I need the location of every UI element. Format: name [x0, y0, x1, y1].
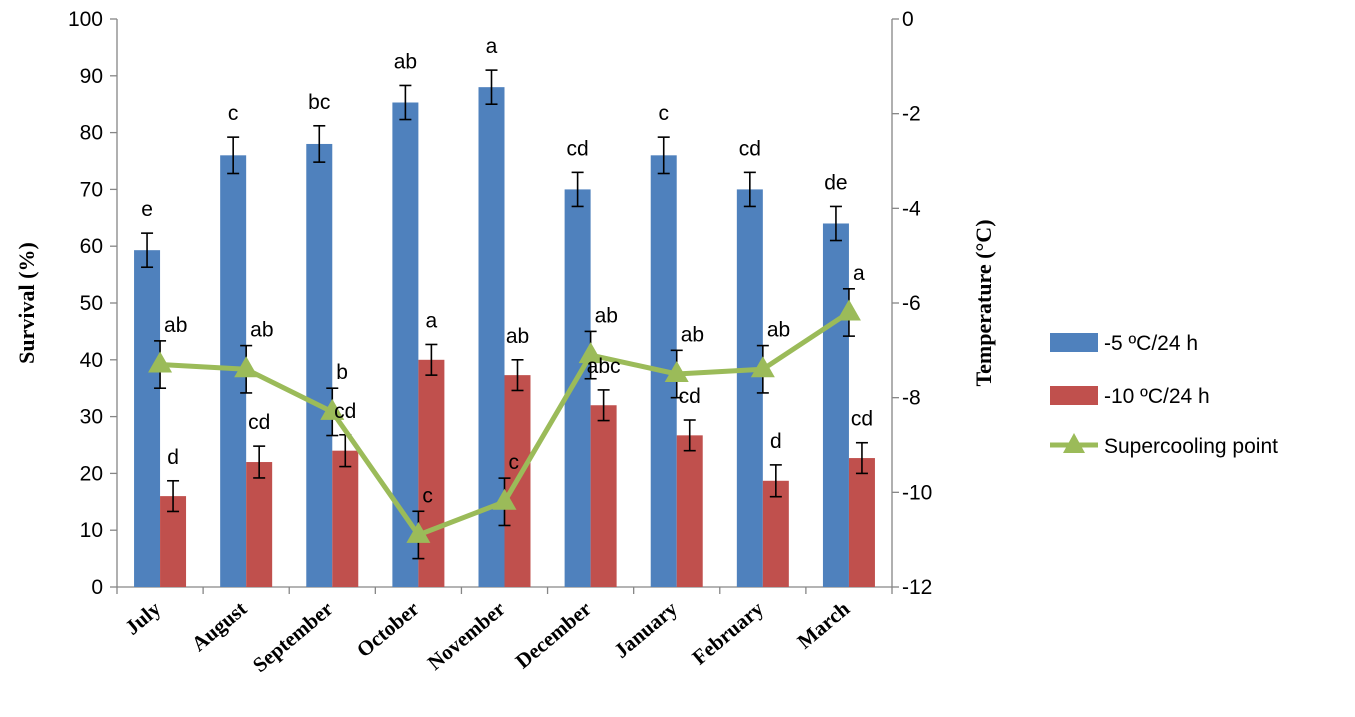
y-tick-label: 0: [91, 576, 103, 599]
significance-letter-series1: e: [141, 198, 153, 221]
legend-swatch-series2: [1050, 386, 1098, 405]
bar-series1: [822, 223, 849, 588]
significance-letter-series1: cd: [567, 137, 589, 160]
y-axis-title: Survival (%): [14, 242, 39, 364]
y-tick-label: 100: [68, 8, 103, 31]
legend-label-series1: -5 ºC/24 h: [1104, 332, 1198, 355]
line-marker-triangle: [148, 351, 173, 373]
significance-letter-line: ab: [681, 323, 704, 346]
line-marker-triangle: [320, 398, 345, 420]
legend-label-series2: -10 ºC/24 h: [1104, 385, 1210, 408]
bar-series2: [332, 450, 359, 587]
y2-tick-label: -2: [902, 103, 921, 126]
significance-letter-line: b: [336, 361, 348, 384]
significance-letter-line: a: [853, 262, 865, 285]
significance-letter-series1: a: [486, 35, 498, 58]
bars-layer: [134, 69, 875, 588]
significance-letter-line: c: [422, 484, 433, 507]
y2-tick-label: -12: [902, 576, 932, 599]
significance-letter-line: c: [509, 451, 520, 474]
bar-series2: [418, 359, 445, 587]
x-category-label: November: [423, 596, 510, 674]
significance-letter-line: ab: [164, 314, 187, 337]
line-marker-triangle: [578, 342, 603, 364]
line-marker-triangle: [664, 361, 689, 382]
y2-tick-label: 0: [902, 8, 914, 31]
x-category-label: December: [511, 596, 596, 673]
y2-tick-label: -4: [902, 197, 921, 220]
significance-letter-series1: c: [658, 102, 669, 125]
line-marker-triangle: [492, 488, 517, 510]
significance-letter-series2: d: [167, 446, 179, 469]
bar-series1: [736, 189, 763, 587]
x-category-label: January: [609, 596, 682, 663]
significance-letter-series1: ab: [394, 50, 417, 73]
significance-letter-series2: cd: [334, 400, 356, 423]
significance-letter-line: ab: [250, 319, 273, 342]
significance-letter-series2: cd: [679, 385, 701, 408]
y-tick-label: 70: [80, 178, 103, 201]
y-tick-label: 90: [80, 65, 103, 88]
y2-axis-title: Temperature (°C): [971, 219, 996, 386]
bar-series2: [848, 458, 875, 587]
y2-tick-label: -8: [902, 387, 921, 410]
y-tick-label: 10: [80, 519, 103, 542]
legend-label-series3: Supercooling point: [1104, 435, 1278, 458]
y-tick-label: 60: [80, 235, 103, 258]
significance-letter-line: ab: [595, 304, 618, 327]
x-category-label: August: [187, 596, 252, 656]
line-marker-triangle: [836, 299, 861, 321]
line-marker-triangle: [406, 521, 431, 543]
x-category-label: October: [352, 596, 424, 662]
significance-letter-series2: cd: [851, 408, 873, 431]
x-category-label: September: [248, 596, 338, 677]
line-layer: [148, 287, 861, 560]
bar-series1: [306, 143, 333, 587]
y2-tick-label: -10: [902, 481, 932, 504]
y-tick-label: 50: [80, 292, 103, 315]
bar-series2: [590, 405, 617, 587]
legend-triangle-marker: [1063, 433, 1085, 453]
y-tick-label: 20: [80, 462, 103, 485]
y-tick-label: 30: [80, 406, 103, 429]
bar-series2: [246, 462, 273, 587]
line-marker-triangle: [750, 356, 775, 378]
y-tick-label: 40: [80, 349, 103, 372]
bar-series2: [762, 480, 789, 587]
significance-letter-series2: cd: [248, 411, 270, 434]
significance-letter-series1: cd: [739, 137, 761, 160]
significance-letter-line: ab: [767, 319, 790, 342]
line-marker-triangle: [234, 356, 259, 378]
y2-tick-label: -6: [902, 292, 921, 315]
significance-letter-series1: de: [824, 171, 847, 194]
legend-swatch-series1: [1050, 333, 1098, 352]
x-category-label: February: [687, 596, 768, 669]
x-category-label: March: [793, 596, 855, 653]
significance-letter-series2: d: [770, 430, 782, 453]
x-category-label: July: [120, 596, 165, 639]
legend: -5 ºC/24 h -10 ºC/24 h Supercooling point: [1050, 332, 1278, 458]
y-tick-label: 80: [80, 122, 103, 145]
significance-letter-series1: bc: [308, 91, 330, 114]
bar-series2: [676, 435, 703, 587]
bar-series1: [134, 250, 161, 587]
significance-letter-series1: c: [228, 102, 239, 125]
significance-letter-series2: a: [426, 309, 438, 332]
significance-letter-series2: ab: [506, 325, 529, 348]
significance-letter-series2: abc: [587, 355, 621, 378]
